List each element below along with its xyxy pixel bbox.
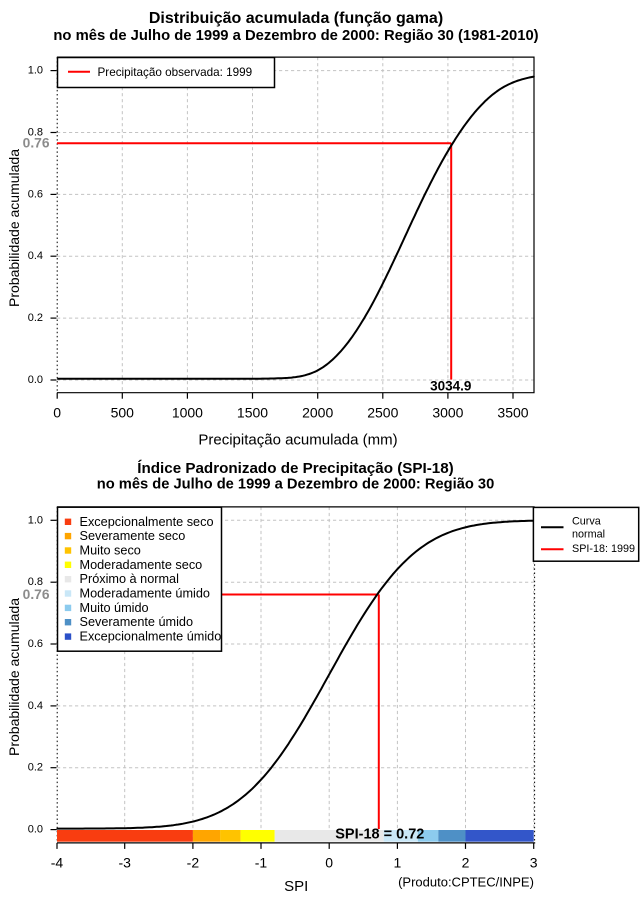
svg-text:1.0: 1.0 (28, 65, 43, 77)
svg-text:0.76: 0.76 (23, 587, 50, 602)
svg-text:0.2: 0.2 (28, 762, 43, 774)
svg-text:Severamente úmido: Severamente úmido (80, 615, 194, 629)
svg-text:(Produto:CPTEC/INPE): (Produto:CPTEC/INPE) (398, 875, 534, 890)
svg-text:Severamente seco: Severamente seco (80, 529, 186, 543)
svg-text:Moderadamente úmido: Moderadamente úmido (80, 587, 210, 601)
svg-text:Índice Padronizado de Precipit: Índice Padronizado de Precipitação (SPI-… (137, 460, 454, 477)
svg-text:0.2: 0.2 (28, 312, 43, 324)
svg-text:3034.9: 3034.9 (430, 378, 471, 393)
svg-text:0.0: 0.0 (28, 824, 43, 836)
svg-text:0.6: 0.6 (28, 188, 43, 200)
svg-text:0.0: 0.0 (28, 374, 43, 386)
svg-text:2500: 2500 (367, 405, 398, 421)
svg-text:0: 0 (53, 405, 61, 421)
svg-text:1: 1 (394, 855, 402, 871)
svg-text:Distribuição acumulada (função: Distribuição acumulada (função gama) (149, 10, 443, 27)
svg-text:Excepcionalmente seco: Excepcionalmente seco (80, 515, 214, 529)
svg-text:0: 0 (325, 855, 333, 871)
svg-text:500: 500 (111, 405, 135, 421)
svg-text:1500: 1500 (237, 405, 268, 421)
svg-text:2: 2 (462, 855, 470, 871)
svg-text:1000: 1000 (172, 405, 203, 421)
svg-text:Probabilidade acumulada: Probabilidade acumulada (6, 598, 22, 756)
svg-text:Muito úmido: Muito úmido (80, 601, 149, 615)
svg-text:Probabilidade acumulada: Probabilidade acumulada (6, 149, 22, 307)
svg-text:Moderadamente seco: Moderadamente seco (80, 558, 203, 572)
svg-text:-4: -4 (51, 855, 64, 871)
svg-text:Precipitação acumulada (mm): Precipitação acumulada (mm) (198, 432, 397, 449)
svg-text:3500: 3500 (497, 405, 528, 421)
svg-text:-1: -1 (255, 855, 268, 871)
svg-text:no mês de Julho de 1999 a Deze: no mês de Julho de 1999 a Dezembro de 20… (97, 476, 495, 492)
svg-text:0.4: 0.4 (28, 700, 43, 712)
svg-text:3: 3 (530, 855, 538, 871)
svg-text:0.8: 0.8 (28, 127, 43, 139)
svg-text:Próximo à normal: Próximo à normal (80, 572, 179, 586)
svg-text:2000: 2000 (302, 405, 333, 421)
svg-text:SPI-18 = 0.72: SPI-18 = 0.72 (335, 826, 424, 842)
svg-text:no mês de Julho de 1999 a Deze: no mês de Julho de 1999 a Dezembro de 20… (53, 28, 538, 44)
svg-text:Muito seco: Muito seco (80, 544, 141, 558)
svg-text:0.6: 0.6 (28, 638, 43, 650)
svg-text:0.76: 0.76 (23, 136, 50, 151)
svg-text:Curva: Curva (572, 516, 601, 528)
svg-text:Excepcionalmente úmido: Excepcionalmente úmido (80, 630, 222, 644)
svg-text:1.0: 1.0 (28, 514, 43, 526)
svg-text:normal: normal (572, 529, 605, 541)
svg-text:0.4: 0.4 (28, 250, 43, 262)
svg-text:-3: -3 (118, 855, 131, 871)
svg-text:SPI: SPI (284, 878, 308, 895)
svg-text:3000: 3000 (432, 405, 463, 421)
svg-text:-2: -2 (187, 855, 200, 871)
svg-text:0.8: 0.8 (28, 576, 43, 588)
svg-text:SPI-18: 1999: SPI-18: 1999 (572, 543, 635, 555)
svg-text:Precipitação observada: 1999: Precipitação observada: 1999 (98, 66, 253, 79)
